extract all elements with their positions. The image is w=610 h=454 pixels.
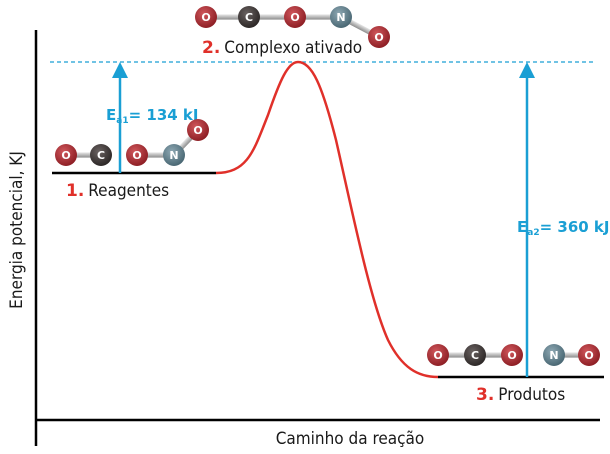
activated-complex-molecule: O C O N O	[195, 6, 390, 48]
reactants-label: 1. Reagentes	[66, 181, 169, 201]
activation-energy-2-arrow	[519, 62, 535, 377]
svg-text:O: O	[132, 149, 141, 162]
oxygen-atom: O	[578, 344, 600, 366]
oxygen-atom: O	[195, 6, 217, 28]
reactants-molecule: O C O N O	[55, 119, 209, 166]
nitrogen-atom: N	[543, 344, 565, 366]
svg-text:N: N	[169, 149, 178, 162]
oxygen-atom: O	[55, 144, 77, 166]
svg-text:C: C	[245, 11, 253, 24]
bond	[438, 352, 475, 358]
oxygen-atom: O	[427, 344, 449, 366]
activation-energy-2-label: Ea2= 360 kJ	[517, 218, 609, 238]
carbon-atom: C	[90, 144, 112, 166]
nitrogen-atom: N	[330, 6, 352, 28]
oxygen-atom: O	[126, 144, 148, 166]
bond	[249, 14, 295, 20]
x-axis-label: Caminho da reação	[276, 429, 425, 449]
svg-text:O: O	[61, 149, 70, 162]
bond	[475, 352, 512, 358]
activation-energy-1-arrow	[112, 62, 128, 173]
bond	[206, 14, 249, 20]
oxygen-atom: O	[187, 119, 209, 141]
bond	[295, 14, 341, 20]
energy-curve	[215, 60, 439, 379]
svg-text:O: O	[584, 349, 593, 362]
svg-text:O: O	[201, 11, 210, 24]
carbon-atom: C	[464, 344, 486, 366]
svg-text:O: O	[374, 31, 383, 44]
svg-text:O: O	[290, 11, 299, 24]
products-label: 3. Produtos	[476, 385, 565, 405]
svg-text:O: O	[507, 349, 516, 362]
nitrogen-atom: N	[163, 144, 185, 166]
svg-text:N: N	[336, 11, 345, 24]
svg-text:C: C	[97, 149, 105, 162]
activated-complex-label: 2. Complexo ativado	[202, 38, 362, 58]
oxygen-atom: O	[368, 26, 390, 48]
oxygen-atom: O	[284, 6, 306, 28]
bond	[66, 152, 101, 158]
oxygen-atom: O	[501, 344, 523, 366]
activation-energy-1-label: Ea1= 134 kJ	[106, 106, 198, 126]
bond	[554, 352, 589, 358]
bond	[137, 152, 174, 158]
svg-text:N: N	[549, 349, 558, 362]
carbon-atom: C	[238, 6, 260, 28]
y-axis-label: Energia potencial, KJ	[7, 151, 27, 309]
svg-text:O: O	[193, 124, 202, 137]
svg-text:C: C	[471, 349, 479, 362]
svg-text:O: O	[433, 349, 442, 362]
